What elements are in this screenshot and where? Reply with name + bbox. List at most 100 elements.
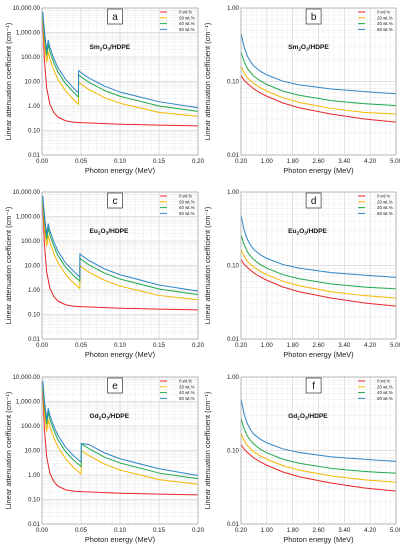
plot-frame	[41, 191, 199, 340]
panel-title: Eu2O3/HDPE	[288, 228, 327, 236]
panel-title-part: /HDPE	[109, 413, 130, 420]
legend-label: 40 wt.%	[377, 390, 393, 395]
x-tick-label: 0.05	[75, 158, 88, 165]
series-line	[42, 385, 198, 485]
panel-title-part: Eu	[288, 228, 296, 235]
series-line	[42, 20, 198, 127]
x-tick-label: 5.00	[390, 158, 400, 165]
x-tick-label: 0.20	[192, 527, 205, 534]
panel-title-part: O	[102, 44, 107, 51]
grid	[240, 376, 397, 525]
y-tick-label: 0.01	[227, 521, 240, 528]
y-tick-label: 0.10	[227, 448, 240, 455]
panel-letter-box	[305, 8, 322, 25]
y-axis-label: Linear attenuation coefficient (cm⁻¹)	[4, 207, 13, 325]
x-tick-label: 0.05	[75, 527, 88, 534]
y-tick-label: 0.10	[227, 263, 240, 270]
y-tick-label: 1.00	[28, 472, 41, 479]
legend-label: 40 wt.%	[179, 205, 195, 210]
legend: 0 wt.%20 wt.%40 wt.%60 wt.%	[160, 10, 195, 32]
legend-label: 20 wt.%	[179, 15, 195, 20]
x-tick-label: 5.00	[390, 342, 400, 349]
y-axis-label: Linear attenuation coefficient (cm⁻¹)	[203, 392, 212, 510]
legend-label: 0 wt.%	[179, 194, 192, 199]
y-tick-label: 100.00	[21, 238, 40, 245]
y-tick-label: 0.10	[28, 312, 41, 319]
x-axis-label: Photon energy (MeV)	[283, 535, 353, 544]
legend-label: 20 wt.%	[377, 199, 393, 204]
panel-letter: a	[112, 12, 118, 23]
panel-title-subscript: 3	[304, 231, 307, 236]
plot-frame	[41, 376, 199, 525]
y-tick-label: 100.00	[21, 54, 40, 61]
legend-label: 40 wt.%	[179, 390, 195, 395]
legend: 0 wt.%20 wt.%40 wt.%60 wt.%	[358, 379, 393, 401]
panel-title-part: O	[101, 413, 106, 420]
legend-label: 20 wt.%	[179, 384, 195, 389]
y-tick-label: 0.10	[227, 79, 240, 86]
series-group	[42, 380, 198, 496]
panel-title-subscript: 3	[106, 416, 109, 421]
series-line	[241, 33, 396, 95]
panel-title-part: /HDPE	[309, 44, 330, 51]
series-line	[42, 11, 198, 109]
panel-title-subscript: 2	[297, 416, 300, 421]
y-tick-label: 10,000.00	[12, 189, 40, 196]
series-line	[241, 234, 396, 290]
x-tick-label: 0.00	[36, 527, 49, 534]
grid	[240, 191, 397, 340]
x-tick-label: 2.60	[312, 342, 325, 349]
x-axis-label: Photon energy (MeV)	[85, 535, 155, 544]
x-tick-label: 1.80	[287, 342, 300, 349]
panel-letter-box	[305, 192, 322, 209]
y-tick-label: 1.00	[227, 189, 240, 196]
series-group	[241, 215, 396, 307]
series-line	[42, 198, 198, 296]
y-tick-label: 0.01	[227, 152, 240, 159]
y-tick-label: 1.00	[227, 5, 240, 12]
y-tick-label: 0.01	[28, 336, 41, 343]
x-tick-label: 5.00	[390, 527, 400, 534]
panel-f: 0.01 0.10 1.00 0.20 1.00 1.80 2.60 3.40 4.20 5.00…	[203, 374, 400, 544]
panel-letter: e	[112, 381, 118, 392]
y-tick-label: 10.00	[25, 448, 41, 455]
series-group	[241, 33, 396, 123]
series-line	[42, 383, 198, 480]
x-tick-label: 3.40	[338, 342, 351, 349]
legend-label: 60 wt.%	[179, 396, 195, 401]
panel-e: 0.01 0.10 1.00 10.00 100.00 1,000.00 10,000.00…	[4, 374, 205, 544]
x-tick-label: 1.80	[287, 158, 300, 165]
legend-label: 20 wt.%	[377, 384, 393, 389]
panel-title-part: Gd	[288, 413, 297, 420]
y-axis-label: Linear attenuation coefficient (cm⁻¹)	[203, 207, 212, 325]
series-group	[42, 11, 198, 127]
series-line	[42, 380, 198, 477]
panel-title: Gd2O3/HDPE	[90, 413, 130, 421]
x-tick-label: 0.05	[75, 342, 88, 349]
series-line	[42, 200, 198, 301]
plot-frame	[240, 376, 397, 525]
legend-label: 40 wt.%	[377, 205, 393, 210]
series-line	[241, 215, 396, 278]
x-tick-label: 1.80	[287, 527, 300, 534]
series-line	[42, 195, 198, 292]
x-tick-label: 2.60	[312, 158, 325, 165]
y-tick-label: 0.10	[28, 497, 41, 504]
x-tick-label: 0.15	[153, 527, 166, 534]
y-tick-label: 1,000.00	[16, 30, 41, 37]
y-tick-label: 100.00	[21, 423, 40, 430]
y-axis-label: Linear attenuation coefficient (cm⁻¹)	[4, 392, 13, 510]
legend-label: 20 wt.%	[377, 15, 393, 20]
legend-label: 60 wt.%	[377, 396, 393, 401]
x-tick-label: 0.20	[235, 158, 248, 165]
panel-title-part: Sm	[288, 44, 298, 51]
y-tick-label: 1.00	[227, 374, 240, 381]
y-tick-label: 1.00	[28, 287, 41, 294]
series-line	[42, 16, 198, 117]
y-tick-label: 1,000.00	[16, 399, 41, 406]
legend-label: 60 wt.%	[179, 27, 195, 32]
series-line	[241, 433, 396, 483]
x-tick-label: 4.20	[364, 342, 377, 349]
x-tick-label: 0.15	[153, 158, 166, 165]
